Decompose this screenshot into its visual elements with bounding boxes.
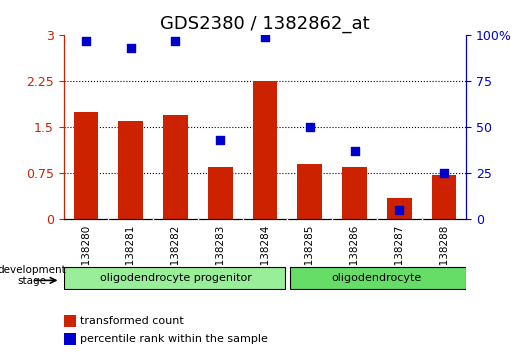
Bar (253, 81, 277, 219)
Text: transformed count: transformed count (80, 316, 183, 326)
Bar (208, 167, 233, 219)
Point (440, 171, 448, 176)
Point (82, 38, 90, 44)
Bar (74, 112, 98, 219)
Point (395, 207, 403, 213)
Title: GDS2380 / 1382862_at: GDS2380 / 1382862_at (160, 15, 370, 33)
Bar (64, 333, 76, 345)
Text: percentile rank within the sample: percentile rank within the sample (80, 334, 268, 344)
Text: development stage: development stage (0, 264, 66, 286)
Bar (297, 164, 322, 219)
FancyBboxPatch shape (289, 267, 466, 289)
Point (216, 137, 225, 143)
Point (127, 45, 135, 51)
Point (171, 38, 180, 44)
Bar (387, 198, 412, 219)
Point (350, 149, 359, 154)
Bar (432, 175, 456, 219)
Bar (64, 315, 76, 327)
Bar (163, 115, 188, 219)
Text: oligodendrocyte: oligodendrocyte (332, 273, 422, 283)
FancyBboxPatch shape (64, 267, 285, 289)
Point (305, 125, 314, 130)
Bar (118, 121, 143, 219)
Point (261, 34, 269, 40)
Bar (342, 167, 367, 219)
Text: oligodendrocyte progenitor: oligodendrocyte progenitor (100, 273, 251, 283)
